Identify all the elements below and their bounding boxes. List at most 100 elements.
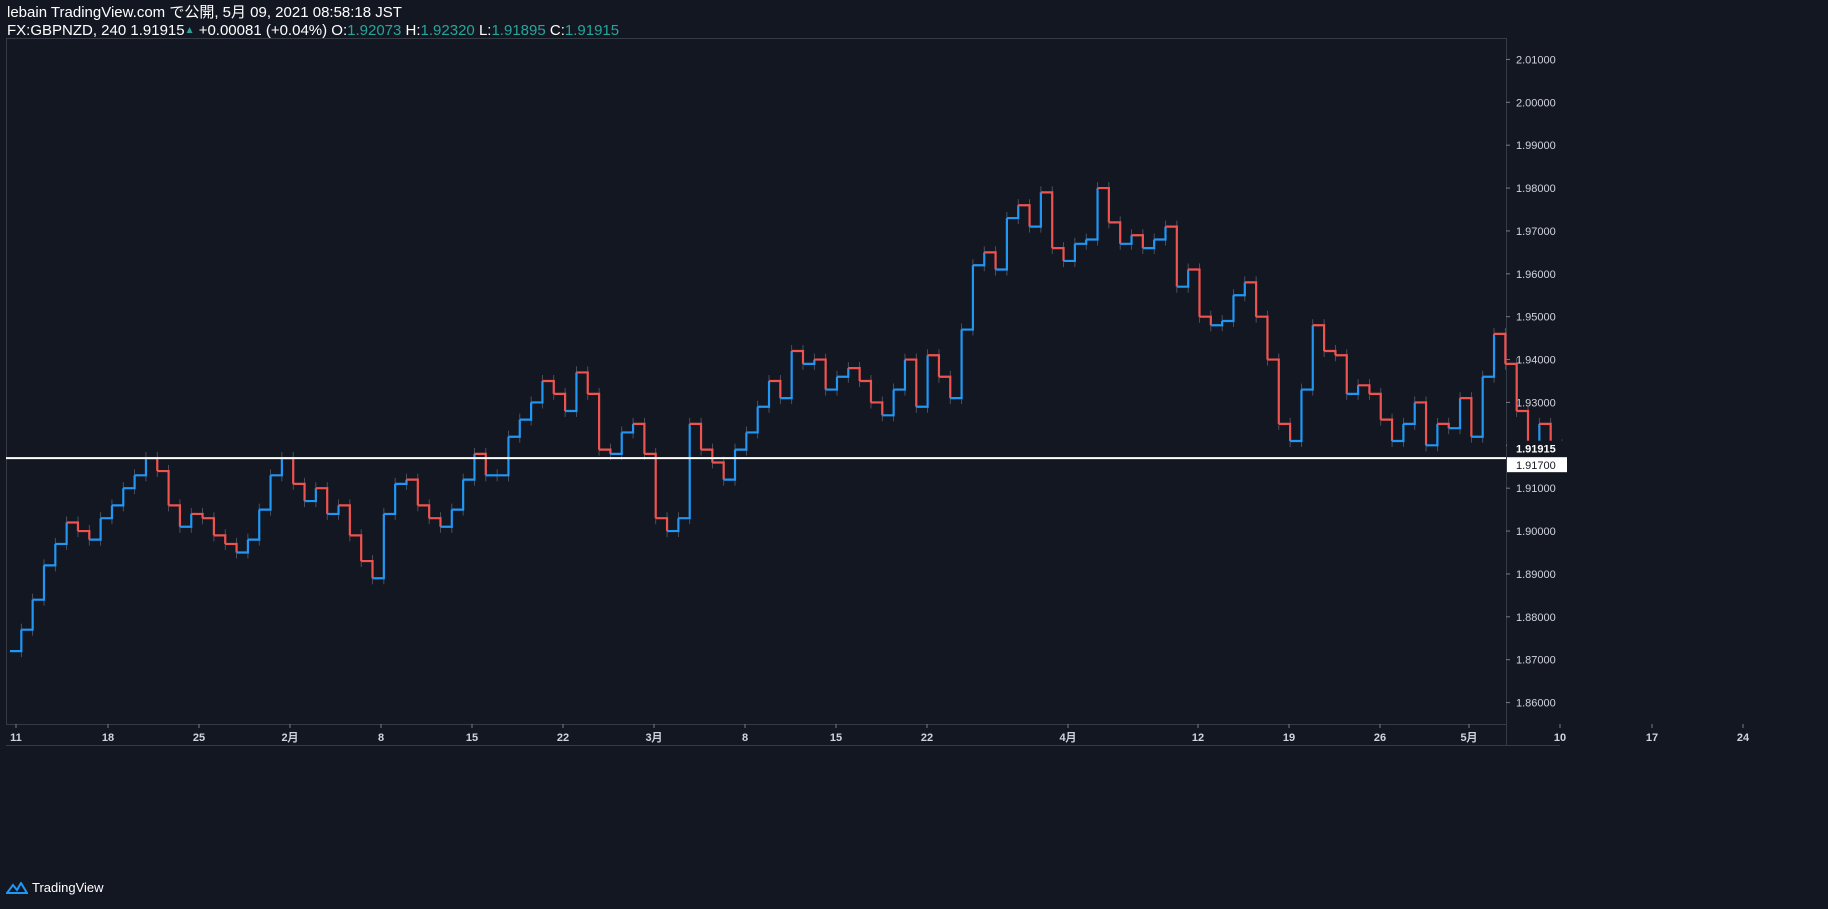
time-tick-label: 2月 <box>281 731 298 744</box>
price-segment <box>259 475 272 511</box>
horizontal-line-price-label: 1.91700 <box>1516 460 1556 472</box>
time-tick-label: 22 <box>557 732 569 744</box>
price-segment <box>984 251 997 270</box>
price-segment <box>1278 422 1292 442</box>
price-tick-label: 2.00000 <box>1516 97 1556 109</box>
high-value: 1.92320 <box>420 22 475 39</box>
time-tick-label: 3月 <box>645 731 662 744</box>
tradingview-logo[interactable]: TradingView <box>6 880 104 895</box>
price-segment <box>315 487 329 514</box>
price-segment <box>1392 423 1405 443</box>
price-segment <box>1052 246 1065 261</box>
price-segment <box>10 629 23 653</box>
price-segment <box>304 488 317 503</box>
price-segment <box>55 522 68 546</box>
price-segment <box>553 392 567 412</box>
price-segment <box>633 422 646 454</box>
price-segment <box>1097 186 1110 223</box>
price-segment <box>678 423 691 520</box>
price-segment <box>1244 281 1258 317</box>
price-segment <box>1335 354 1348 394</box>
tradingview-logo-icon <box>6 881 28 894</box>
price-segment <box>1267 358 1280 424</box>
chart-frame <box>6 38 1560 746</box>
price-tick-label: 1.93000 <box>1516 397 1556 409</box>
price-segment <box>417 504 431 519</box>
price-segment <box>689 422 703 450</box>
price-segment <box>191 512 204 519</box>
price-segment <box>100 505 114 520</box>
price-segment <box>610 432 623 455</box>
time-tick-label: 25 <box>193 732 205 744</box>
time-tick-label: 26 <box>1374 732 1386 744</box>
price-segment <box>1346 385 1360 395</box>
price-segment <box>1040 191 1054 249</box>
last-price-label: 1.91915 <box>1516 444 1556 456</box>
price-segment <box>508 419 521 438</box>
price-segment <box>802 359 816 365</box>
price-segment <box>395 479 408 485</box>
price-segment <box>1482 333 1496 378</box>
price-segment <box>1301 325 1314 391</box>
price-axis[interactable]: 2.01000 2.00000 1.99000 1.98000 1.97000 1.960… <box>1506 54 1556 710</box>
price-segment <box>111 488 125 507</box>
price-tick-label: 1.99000 <box>1516 140 1556 152</box>
time-tick-label: 11 <box>10 732 22 744</box>
time-tick-label: 8 <box>742 732 748 744</box>
price-segment <box>938 375 952 399</box>
symbol-label: FX:GBPNZD, 240 <box>7 22 127 39</box>
price-segment <box>712 461 725 480</box>
price-segment <box>1018 204 1031 227</box>
time-tick-label: 5月 <box>1460 731 1477 744</box>
price-segment <box>213 534 227 544</box>
price-segment <box>32 565 46 601</box>
price-segment <box>338 504 351 536</box>
price-segment <box>542 379 555 394</box>
price-segment <box>1369 392 1382 420</box>
price-segment <box>202 517 216 536</box>
price-segment <box>383 483 397 516</box>
open-label: O: <box>331 22 348 39</box>
price-segment <box>587 392 601 450</box>
price-segment <box>1460 397 1473 437</box>
up-triangle-icon: ▲ <box>184 25 195 36</box>
price-segment <box>1188 268 1201 317</box>
price-segment <box>361 559 374 579</box>
time-tick-label: 4月 <box>1059 731 1076 744</box>
price-segment <box>77 529 91 540</box>
price-segment <box>1437 422 1450 429</box>
price-tick-label: 1.87000 <box>1516 655 1556 667</box>
last-price-tag <box>1507 440 1567 456</box>
price-segment <box>1290 389 1303 443</box>
price-segment <box>1403 402 1416 425</box>
price-labels: 1.91915 1.91700 <box>1507 440 1567 473</box>
low-value: 1.91895 <box>491 22 546 39</box>
time-tick-label: 22 <box>921 732 933 744</box>
price-segment <box>836 368 850 378</box>
price-segment <box>655 517 669 532</box>
price-segment <box>1256 315 1269 360</box>
price-segment <box>1029 192 1042 228</box>
price-tick-label: 1.91000 <box>1516 483 1556 495</box>
price-segment <box>1380 418 1394 442</box>
price-segment <box>1312 324 1326 351</box>
price-segment <box>1358 384 1371 394</box>
time-tick-label: 19 <box>1283 732 1295 744</box>
price-segment <box>531 381 544 404</box>
price-segment <box>621 423 635 434</box>
price-segment <box>972 252 986 267</box>
price-segment <box>1448 398 1462 430</box>
price-segment <box>1516 409 1530 446</box>
price-tick-label: 1.89000 <box>1516 569 1556 581</box>
price-segment <box>893 359 907 391</box>
time-axis[interactable]: 11 18 25 2月 8 15 22 3月 8 15 22 4月 12 19 26 5月 10 17 24 <box>10 724 1750 744</box>
price-segment <box>43 543 57 567</box>
price-segment <box>927 354 941 377</box>
price-segment <box>769 379 782 399</box>
price-segment <box>1199 315 1212 326</box>
price-segment <box>757 381 771 408</box>
price-segment <box>247 509 261 541</box>
price-change: +0.00081 (+0.04%) <box>198 22 328 39</box>
price-segment <box>859 379 873 403</box>
